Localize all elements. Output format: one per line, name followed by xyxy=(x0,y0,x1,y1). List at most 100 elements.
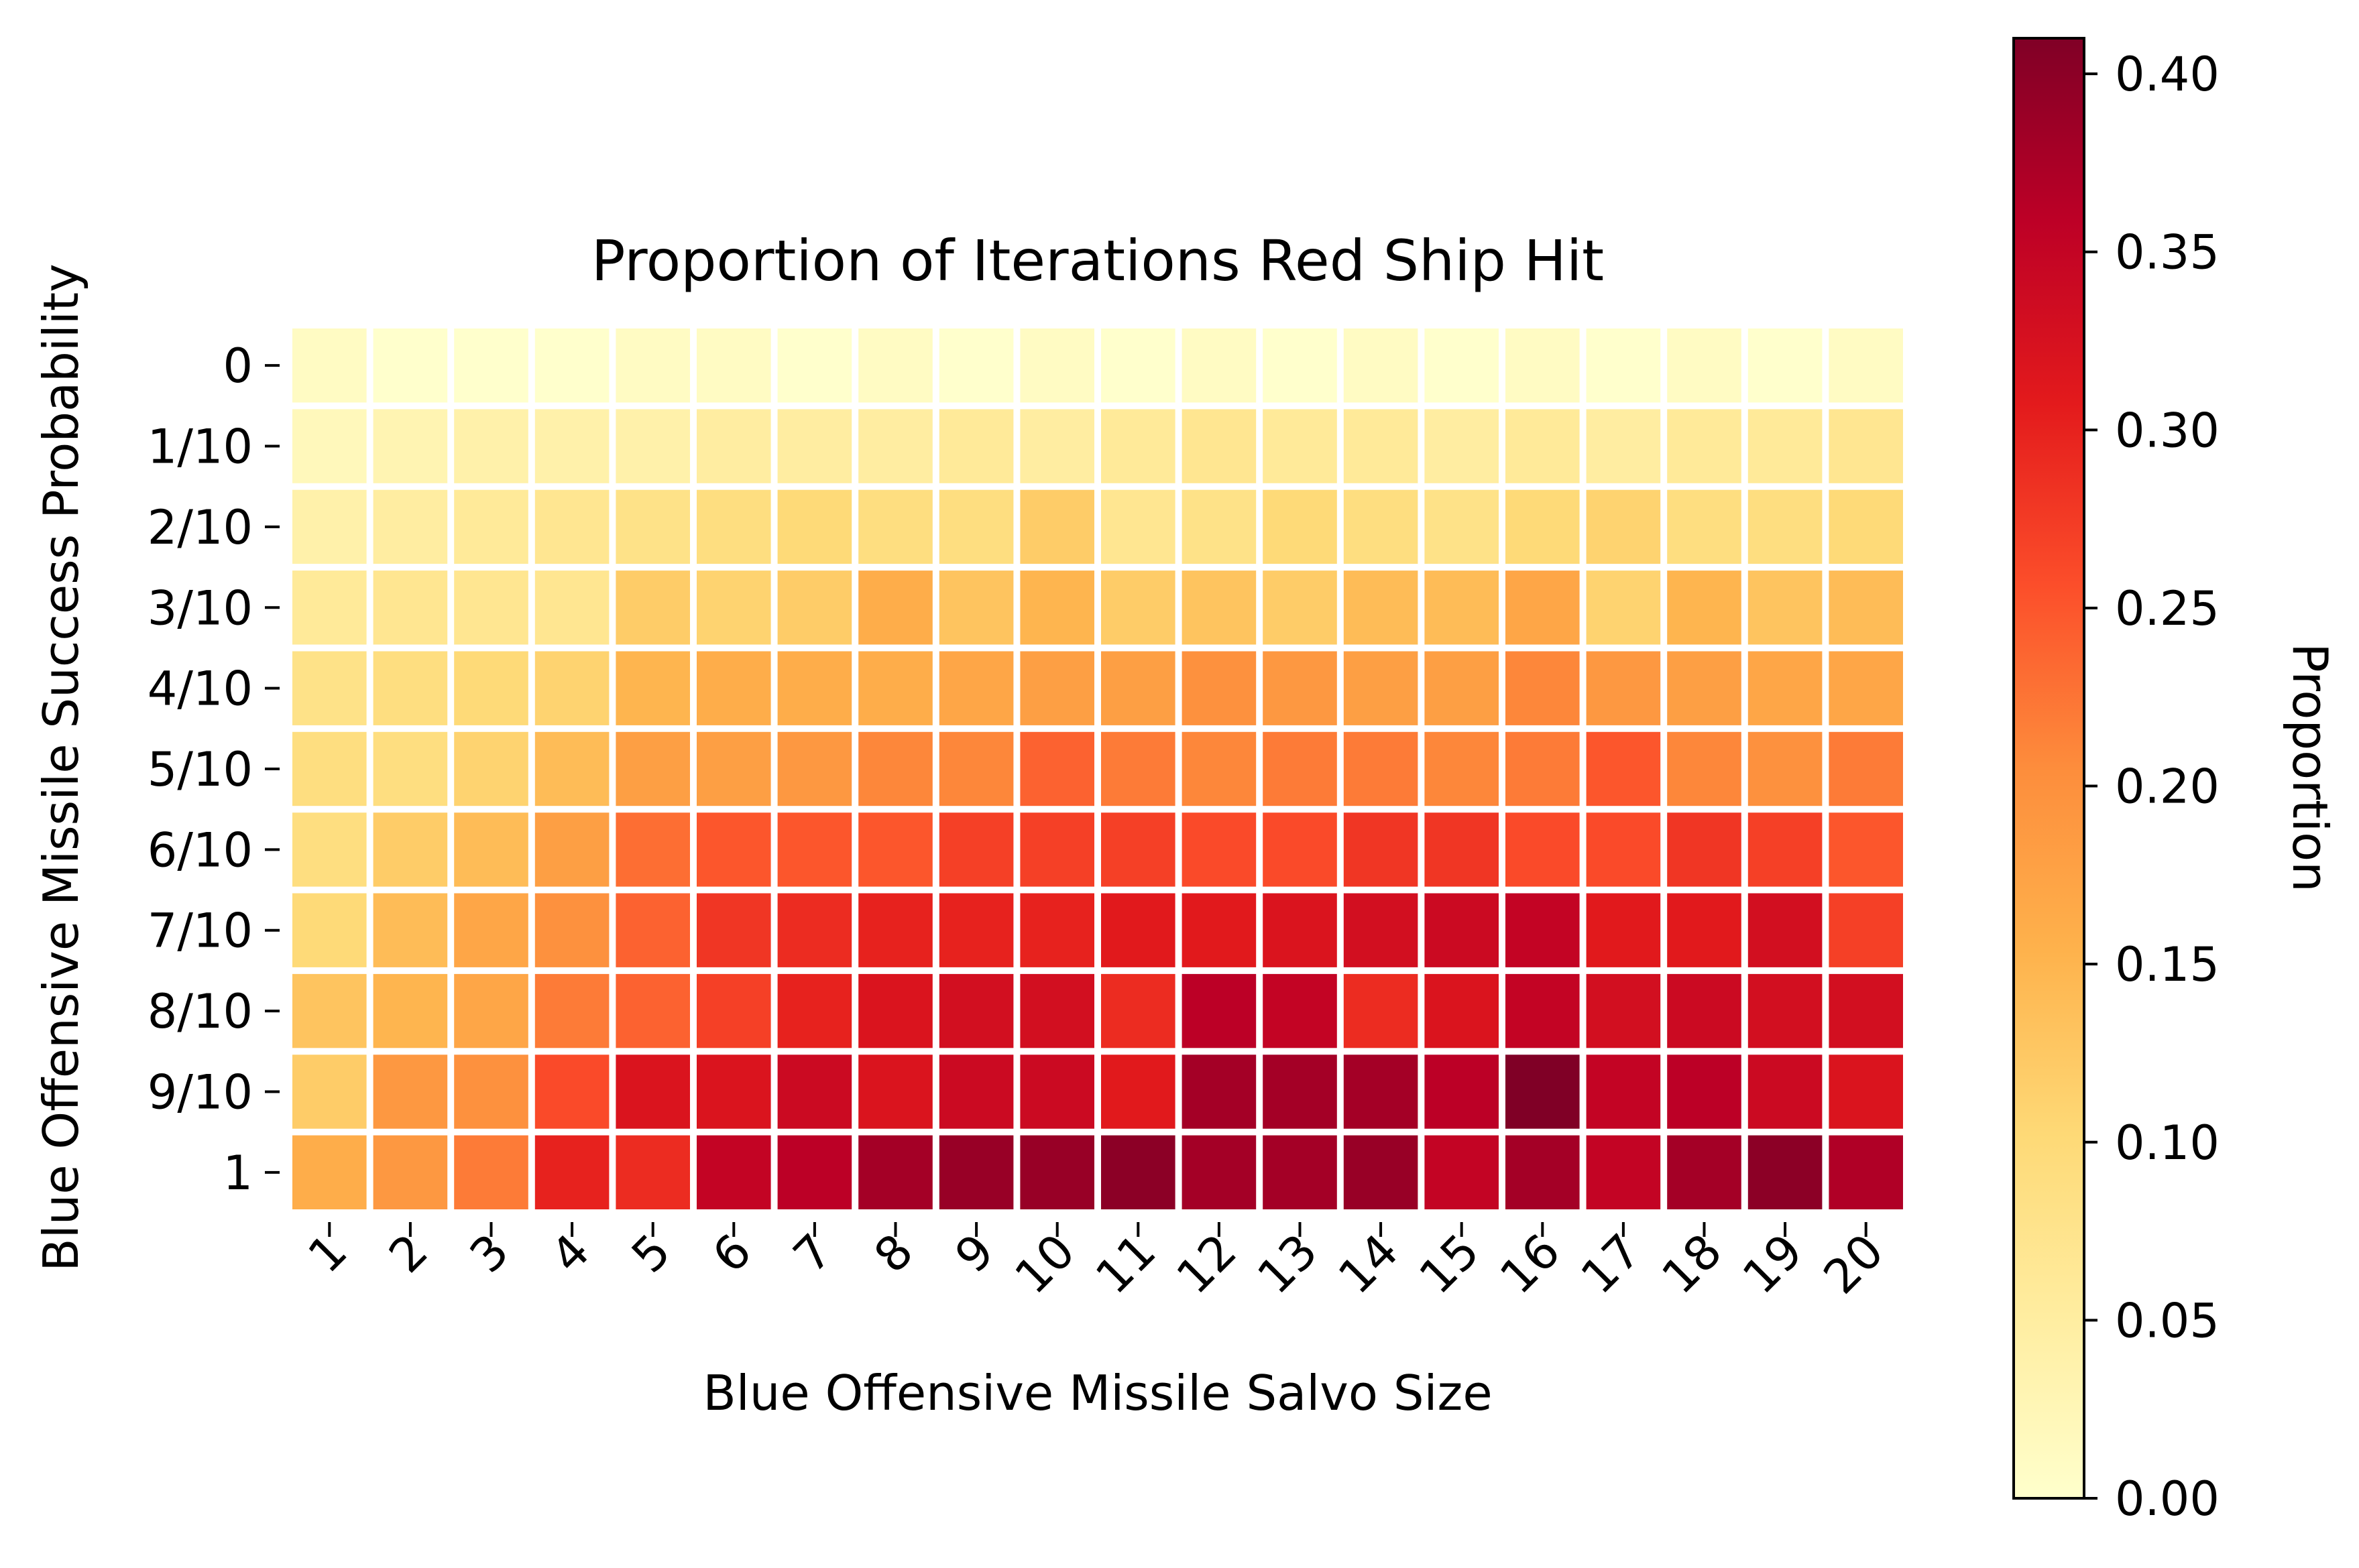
heatmap-cell xyxy=(373,328,448,403)
heatmap-cell xyxy=(1667,1135,1741,1209)
heatmap-cell xyxy=(1586,570,1661,645)
heatmap-cell xyxy=(1182,570,1257,645)
heatmap-cell xyxy=(616,1135,690,1209)
heatmap-cell xyxy=(534,328,610,403)
heatmap-cell xyxy=(1424,812,1499,887)
colorbar-tick-label: 0.00 xyxy=(2115,1471,2220,1526)
heatmap-cell xyxy=(1263,731,1337,806)
heatmap-cell xyxy=(1020,731,1094,806)
x-tick-label: 18 xyxy=(1652,1223,1733,1305)
heatmap-cell xyxy=(939,1054,1014,1129)
heatmap-cell xyxy=(1505,570,1580,645)
heatmap-cell xyxy=(939,489,1014,564)
heatmap-cell xyxy=(1586,731,1661,806)
heatmap-cell xyxy=(1505,328,1580,403)
y-tick-label: 9/10 xyxy=(148,1065,253,1120)
heatmap-cell xyxy=(454,570,528,645)
heatmap-cell xyxy=(1424,1054,1499,1129)
colorbar-ticks: 0.00 0.05 0.10 0.15 0.20 0.25 0.30 0.35 0.40 xyxy=(2084,47,2220,1526)
heatmap-cell xyxy=(1829,731,1903,806)
heatmap-cell xyxy=(1747,731,1823,806)
heatmap-cell xyxy=(1020,570,1094,645)
heatmap-cell xyxy=(454,893,528,967)
heatmap-cell xyxy=(1829,328,1903,403)
heatmap-cell xyxy=(697,812,771,887)
heatmap-cell xyxy=(1343,409,1418,483)
heatmap-cell xyxy=(1586,1135,1661,1209)
x-tick-label: 5 xyxy=(621,1223,681,1283)
heatmap-cell xyxy=(939,1135,1014,1209)
heatmap-cell xyxy=(1424,893,1499,967)
x-tick-label: 17 xyxy=(1570,1223,1652,1305)
heatmap-cell xyxy=(697,570,771,645)
heatmap-cell xyxy=(1020,1135,1094,1209)
heatmap-cell xyxy=(1586,812,1661,887)
heatmap-cell xyxy=(292,489,367,564)
colorbar-tick-label: 0.25 xyxy=(2115,581,2220,636)
heatmap-cell xyxy=(292,1054,367,1129)
y-tick-label: 5/10 xyxy=(148,742,253,797)
heatmap-cell xyxy=(1667,489,1741,564)
heatmap-cell xyxy=(697,893,771,967)
heatmap-cell xyxy=(1424,973,1499,1048)
heatmap-cell xyxy=(1829,1135,1903,1209)
heatmap-cell xyxy=(1829,893,1903,967)
heatmap-cell xyxy=(292,1135,367,1209)
heatmap-cell xyxy=(292,570,367,645)
heatmap-cell xyxy=(292,812,367,887)
heatmap-cell xyxy=(1667,570,1741,645)
heatmap-cell xyxy=(1505,893,1580,967)
heatmap-cell xyxy=(1263,812,1337,887)
heatmap-cell xyxy=(454,409,528,483)
y-tick-label: 3/10 xyxy=(148,581,253,636)
heatmap-cell xyxy=(1263,328,1337,403)
heatmap-cell xyxy=(1343,1054,1418,1129)
heatmap-cell xyxy=(1829,489,1903,564)
heatmap-cell xyxy=(939,731,1014,806)
colorbar-tick-label: 0.40 xyxy=(2115,47,2220,102)
heatmap-cell xyxy=(1424,570,1499,645)
heatmap-cell xyxy=(1586,489,1661,564)
heatmap-cell xyxy=(1747,893,1823,967)
heatmap-cell xyxy=(1586,893,1661,967)
x-tick-label: 11 xyxy=(1085,1223,1166,1305)
heatmap-cell xyxy=(1020,812,1094,887)
x-tick-label: 19 xyxy=(1732,1223,1813,1305)
heatmap-cell xyxy=(616,812,690,887)
heatmap-cell xyxy=(1182,409,1257,483)
heatmap-cell xyxy=(534,489,610,564)
heatmap-cell xyxy=(1182,651,1257,725)
heatmap-cell xyxy=(1667,409,1741,483)
heatmap-cell xyxy=(616,409,690,483)
heatmap-cell xyxy=(1343,812,1418,887)
heatmap-cell xyxy=(1101,893,1175,967)
heatmap-cell xyxy=(1343,893,1418,967)
heatmap-cell xyxy=(697,651,771,725)
heatmap-cell xyxy=(534,570,610,645)
heatmap-cell xyxy=(454,731,528,806)
heatmap-cell xyxy=(1424,489,1499,564)
heatmap-cell xyxy=(292,651,367,725)
heatmap-cell xyxy=(1829,409,1903,483)
heatmap-cell xyxy=(1182,973,1257,1048)
heatmap-cell xyxy=(292,328,367,403)
y-tick-label: 1 xyxy=(223,1146,253,1201)
x-axis-label: Blue Offensive Missile Salvo Size xyxy=(703,1365,1492,1421)
heatmap-cell xyxy=(534,409,610,483)
heatmap-cell xyxy=(454,1135,528,1209)
heatmap-cell xyxy=(858,489,933,564)
heatmap-cell xyxy=(1505,973,1580,1048)
x-tick-label: 15 xyxy=(1409,1223,1490,1305)
heatmap-cell xyxy=(1747,812,1823,887)
heatmap-cell xyxy=(1424,1135,1499,1209)
heatmap-cell xyxy=(858,328,933,403)
heatmap-cell xyxy=(1263,1054,1337,1129)
heatmap-cell xyxy=(1829,651,1903,725)
heatmap-cell xyxy=(777,812,852,887)
heatmap-cell xyxy=(1343,651,1418,725)
heatmap-cell xyxy=(373,489,448,564)
heatmap-cell xyxy=(1101,1054,1175,1129)
x-tick-label: 12 xyxy=(1166,1223,1247,1305)
heatmap-cell xyxy=(1263,409,1337,483)
colorbar-tick-label: 0.30 xyxy=(2115,403,2220,458)
